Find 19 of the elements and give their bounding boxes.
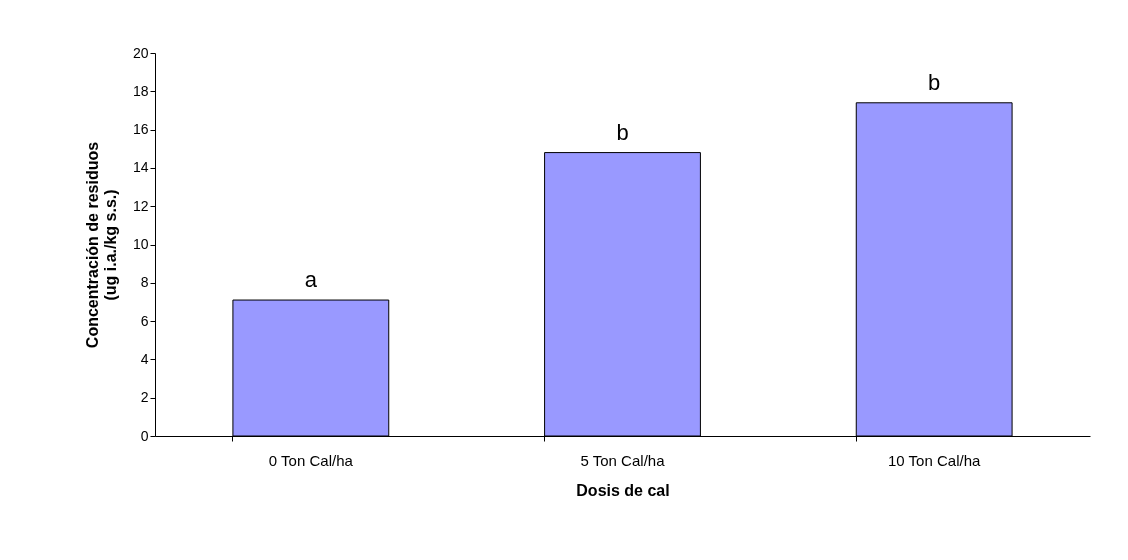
y-tick-label: 2 xyxy=(140,389,149,406)
y-tick-label: 18 xyxy=(132,82,149,99)
y-tick-label: 10 xyxy=(132,236,149,252)
y-tick-label: 14 xyxy=(132,159,149,176)
y-tick-label: 20 xyxy=(132,44,149,61)
annotation: b xyxy=(928,69,941,95)
y-tick-label: 16 xyxy=(132,121,149,138)
y-tick-label: 6 xyxy=(140,312,149,329)
x-axis-title: Dosis de cal xyxy=(576,481,670,499)
y-tick-label: 4 xyxy=(140,350,149,367)
annotation: b xyxy=(616,119,629,145)
x-tick-label: 0 Ton Cal/ha xyxy=(268,451,354,469)
y-tick-label: 12 xyxy=(132,197,149,214)
x-tick-label: 10 Ton Cal/ha xyxy=(888,451,981,469)
annotation: a xyxy=(304,267,318,293)
x-tick-label: 5 Ton Cal/ha xyxy=(580,451,666,469)
y-tick-label: 8 xyxy=(140,274,149,291)
y-tick-label: 0 xyxy=(140,427,149,444)
y-axis-title: Concentración de residuos (ug i.a./kg s.s.) xyxy=(83,141,119,349)
